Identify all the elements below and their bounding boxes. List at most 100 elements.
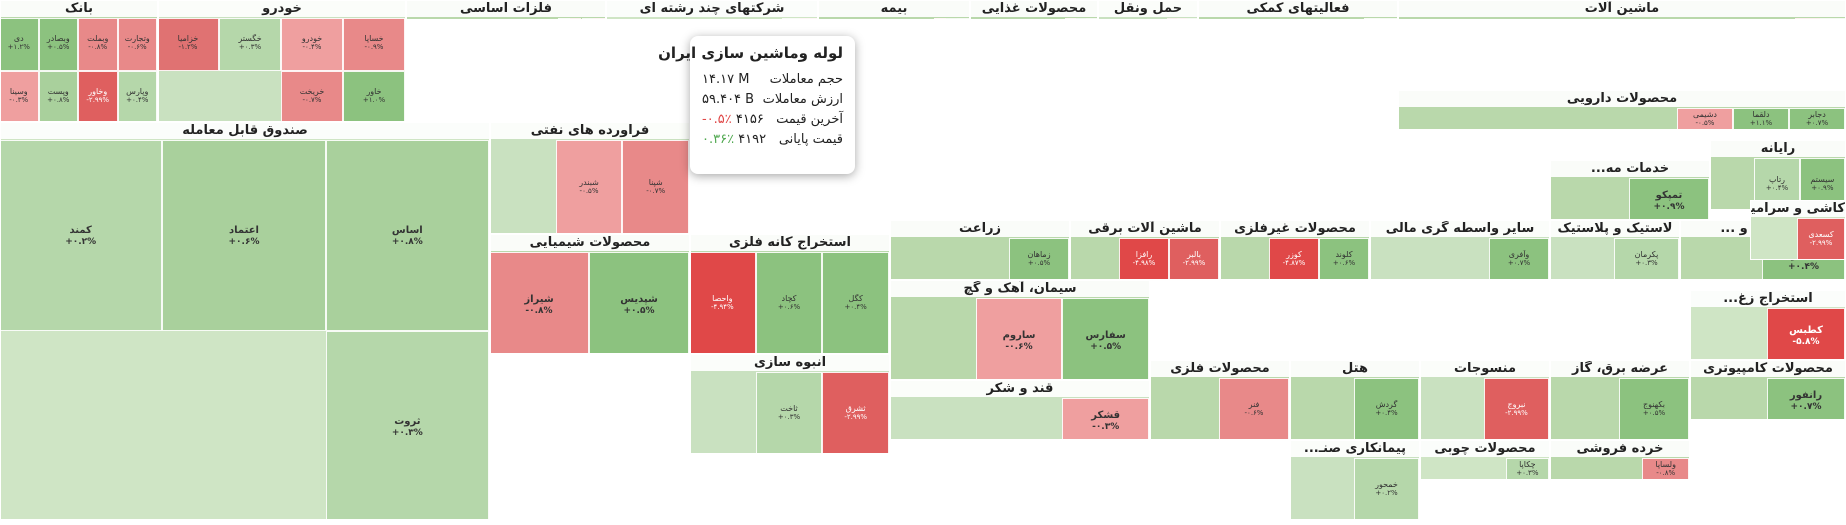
sector-title[interactable]: خودرو xyxy=(159,1,405,17)
stock-tile[interactable]: فولاژ+۰.۳% xyxy=(557,18,570,19)
sector-title[interactable]: محصولات غیرفلزی xyxy=(1221,221,1369,237)
stock-tile[interactable]: وسینا -۰.۳% xyxy=(1,70,39,121)
stock-tile[interactable]: البرز+۱.۴% xyxy=(945,18,958,19)
sector-title[interactable]: پیمانکاری صنـ... xyxy=(1291,441,1419,457)
sector-title[interactable]: سیمان، آهک و گچ xyxy=(891,281,1149,297)
stock-tile[interactable]: تیپیکو+۰.۶% xyxy=(1820,18,1845,19)
stock-tile[interactable]: خگستر +۰.۳% xyxy=(219,18,281,71)
stock-tile[interactable]: دلقما +۱.۱% xyxy=(1733,108,1789,129)
stock-tile[interactable]: خمحور +۰.۲% xyxy=(1354,458,1419,519)
stock-tile[interactable]: زماهان +۰.۵% xyxy=(1009,238,1069,279)
stock-tile[interactable]: فخوز-۱.۱% xyxy=(569,18,582,19)
sector-title[interactable]: رایانه xyxy=(1711,141,1845,157)
stock-tile[interactable]: نبروج -۲.۹۹% xyxy=(1484,378,1549,439)
stock-tile[interactable]: ثاخت +۰.۳% xyxy=(755,372,823,453)
stock-tile[interactable]: حفارس+۰.۴% xyxy=(1380,18,1397,19)
stock-tile[interactable]: شبندر -۰.۵% xyxy=(555,140,623,233)
stock-tile[interactable]: کگل +۰.۴% xyxy=(822,252,889,353)
sector-title[interactable]: ماشین آلات برقی xyxy=(1071,221,1219,237)
stock-tile[interactable]: ثروت +۰.۳% xyxy=(325,330,489,519)
stock-tile[interactable]: گدنا+۰.۸% xyxy=(1363,18,1381,19)
stock-tile[interactable]: وصندوق-۰.۴% xyxy=(799,18,817,19)
stock-tile[interactable]: کچاد +۰.۶% xyxy=(755,252,823,353)
stock-tile[interactable]: کمند +۰.۲% xyxy=(1,140,163,331)
stock-tile[interactable]: تمپکو +۰.۹% xyxy=(1629,178,1709,219)
stock-tile[interactable]: قشکر -۰.۳% xyxy=(1062,398,1149,439)
stock-tile[interactable]: رانفور +۰.۷% xyxy=(1767,378,1845,419)
stock-tile[interactable]: خاور +۱.۰% xyxy=(343,70,405,121)
stock-tile[interactable]: وبصادر +۰.۵% xyxy=(38,18,78,71)
stock-tile[interactable]: حتاید-۰.۶% xyxy=(1177,18,1187,19)
stock-tile[interactable]: آساس +۰.۸% xyxy=(325,140,489,331)
stock-tile[interactable]: خریخت -۰.۷% xyxy=(281,70,343,121)
sector-title[interactable]: محصولات شیمیایی xyxy=(491,235,689,251)
stock-tile[interactable]: وپست +۰.۸% xyxy=(38,70,78,121)
sector-title[interactable]: استخراج زغ... xyxy=(1691,291,1845,307)
sector-title[interactable]: محصولات چوبی xyxy=(1421,441,1549,457)
stock-tile[interactable]: فملی+۰.۶% xyxy=(581,18,594,19)
sector-title[interactable]: خدمات مه... xyxy=(1551,161,1709,177)
stock-tile[interactable]: وخاور -۲.۹۹% xyxy=(78,70,118,121)
stock-tile[interactable]: غبشهر+۰.۵% xyxy=(1086,18,1097,19)
sector-title[interactable]: ماشین آلات xyxy=(1399,1,1845,17)
stock-tile[interactable]: چکاپا +۰.۳% xyxy=(1505,458,1549,479)
sector-title[interactable]: محصولات دارویی xyxy=(1399,91,1845,107)
stock-tile[interactable]: وبیمه+۰.۷% xyxy=(957,18,969,19)
sector-title[interactable]: فلزات اساسی xyxy=(407,1,605,17)
stock-tile[interactable]: بکهنوج +۰.۵% xyxy=(1619,378,1689,439)
stock-tile[interactable]: لوتوس-۳% xyxy=(1795,18,1821,19)
stock-tile[interactable]: وآفری +۰.۷% xyxy=(1489,238,1549,279)
stock-tile[interactable]: شپدیس +۰.۵% xyxy=(589,252,689,353)
stock-tile[interactable]: وبملت -۰.۸% xyxy=(78,18,118,71)
stock-tile[interactable]: شپنا -۰.۷% xyxy=(622,140,689,233)
stock-tile[interactable]: غمارگ+۲.۱% xyxy=(1075,18,1087,19)
sector-title[interactable]: زراعت xyxy=(891,221,1069,237)
sector-title[interactable]: بیمه xyxy=(819,1,969,17)
sector-title[interactable]: استخراج کانه فلزی xyxy=(691,235,889,251)
stock-tile[interactable]: سفارس +۰.۵% xyxy=(1062,298,1149,379)
sector-title[interactable]: فراورده های نفتی xyxy=(491,123,689,139)
sector-title[interactable]: قند و شکر xyxy=(891,381,1149,397)
stock-tile[interactable]: کوزر -۴.۸۷% xyxy=(1269,238,1319,279)
sector-title[interactable]: سایر واسطه گری مالی xyxy=(1371,221,1549,237)
stock-tile[interactable]: ثشرق -۲.۹۹% xyxy=(822,372,889,453)
sector-title[interactable]: انبوه سازی xyxy=(691,355,889,371)
stock-tile[interactable]: کرمان-۰.۳% xyxy=(933,18,946,19)
sector-title[interactable]: لاستیک و پلاستیک xyxy=(1551,221,1679,237)
sector-title[interactable]: صندوق قابل معامله xyxy=(1,123,489,139)
stock-tile[interactable]: کسعدی -۲.۹۹% xyxy=(1797,218,1845,259)
stock-tile[interactable]: دجابر +۰.۷% xyxy=(1789,108,1845,129)
stock-tile[interactable]: حکشتی+۰.۹% xyxy=(1187,18,1197,19)
stock-tile[interactable]: دی +۱.۲% xyxy=(1,18,39,71)
sector-title[interactable]: شرکتهای چند رشته ای xyxy=(607,1,817,17)
stock-tile[interactable]: رافزا -۴.۹۸% xyxy=(1119,238,1169,279)
stock-tile[interactable]: اعتماد +۰.۶% xyxy=(162,140,326,331)
stock-tile[interactable]: پکرمان +۰.۳% xyxy=(1614,238,1679,279)
stock-tile[interactable]: وامید+۰.۲% xyxy=(781,18,800,19)
sector-title[interactable]: محصولات غذایی xyxy=(971,1,1097,17)
stock-tile[interactable]: گردش +۰.۴% xyxy=(1354,378,1419,439)
sector-title[interactable]: بانک xyxy=(1,1,157,17)
stock-tile[interactable]: غگرجی-۰.۴% xyxy=(1065,18,1076,19)
stock-tile[interactable]: کطبس -۵.۸% xyxy=(1767,308,1845,359)
sector-title[interactable]: فعالیتهای کمکی xyxy=(1199,1,1397,17)
stock-tile[interactable]: واحصا -۴.۹۴% xyxy=(691,252,756,353)
sector-title[interactable]: هتل xyxy=(1291,361,1419,377)
stock-tile[interactable]: شیراز -۰.۸% xyxy=(491,252,589,353)
stock-tile[interactable]: بالبر -۲.۹۹% xyxy=(1169,238,1219,279)
stock-tile[interactable]: فولاد-۰.۵% xyxy=(593,18,605,19)
stock-tile[interactable]: وتجارت -۰.۶% xyxy=(117,18,157,71)
stock-tile[interactable]: فنر -۰.۶% xyxy=(1219,378,1289,439)
stock-tile[interactable]: خزامیا -۱.۲% xyxy=(159,18,219,71)
stock-tile[interactable]: دشیمی -۰.۵% xyxy=(1677,108,1733,129)
stock-tile[interactable]: کلوند +۰.۶% xyxy=(1319,238,1369,279)
stock-tile[interactable]: ساروم -۰.۶% xyxy=(975,298,1063,379)
sector-title[interactable]: محصولات کامپیوتری xyxy=(1691,361,1845,377)
sector-title[interactable]: خرده فروشی xyxy=(1551,441,1689,457)
sector-title[interactable]: منسوجات xyxy=(1421,361,1549,377)
stock-tile[interactable]: خساپا -۰.۹% xyxy=(343,18,405,71)
stock-tile[interactable]: حپترو-۲.۹۹% xyxy=(1167,18,1177,19)
sector-title[interactable]: عرضه برق، گاز xyxy=(1551,361,1689,377)
stock-tile[interactable]: خودرو -۰.۴% xyxy=(281,18,343,71)
stock-tile[interactable]: ولساپا -۰.۸% xyxy=(1642,458,1689,479)
